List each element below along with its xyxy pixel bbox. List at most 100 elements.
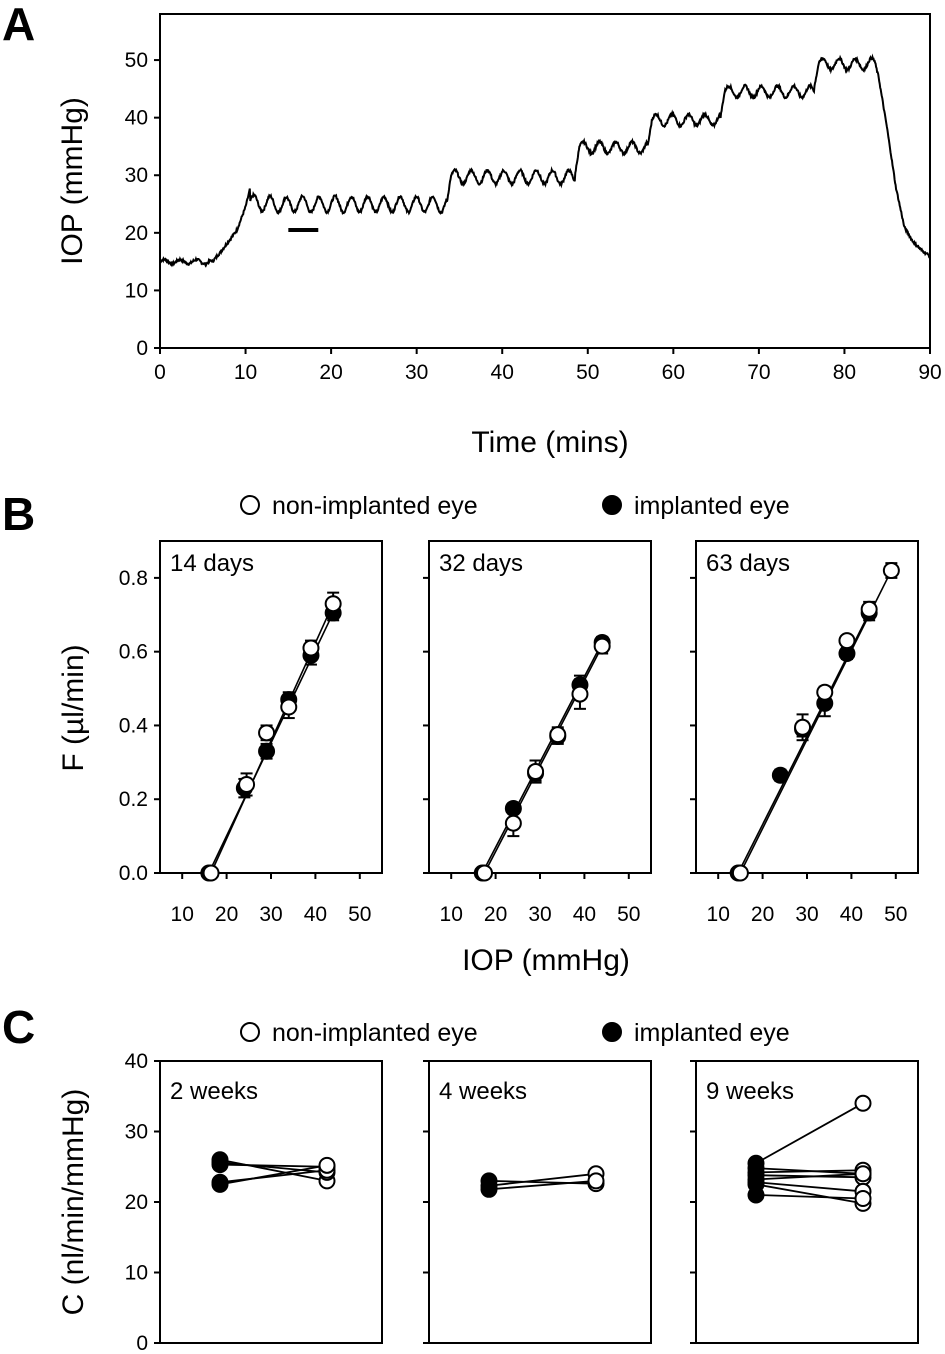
- x-tick-label: 50: [617, 903, 640, 926]
- panel-a-iop-trace: 0 10 20 30 40 50 60 70 80 90 0 10 20 30 40 50 Time (mins…: [56, 13, 942, 459]
- subplot-9-weeks: 9 weeks: [690, 1060, 919, 1344]
- pair-line: [755, 1183, 864, 1205]
- subplot-title: 9 weeks: [706, 1078, 794, 1105]
- x-tick-label: 60: [662, 361, 685, 384]
- pair-line: [488, 1179, 597, 1191]
- legend-c: non-implanted eye implanted eye: [240, 1019, 790, 1047]
- implanted-point: [258, 742, 276, 760]
- pair-line: [755, 1181, 864, 1193]
- subplot-32-days: 32 days 10 20 30 40 50: [423, 540, 652, 926]
- y-tick-label: 0.2: [119, 788, 148, 811]
- pair-line: [755, 1194, 864, 1200]
- implanted-point: [211, 1175, 229, 1193]
- plot-frame: [695, 540, 919, 874]
- pair-line: [755, 1172, 864, 1181]
- subplot-14-days: 14 days 10 20 30 40 50 0.0 0.2 0.4 0.6 0.8: [119, 540, 383, 926]
- legend-open-label: non-implanted eye: [272, 1019, 478, 1047]
- y-tick-label: 30: [125, 164, 148, 187]
- y-axis-label: IOP (mmHg): [56, 97, 89, 265]
- non-implanted-point: [202, 864, 220, 882]
- y-tick-label: 20: [125, 222, 148, 245]
- panel-b-outflow-vs-iop: 14 days 10 20 30 40 50 0.0 0.2 0.4 0.6 0.8 32 days 1…: [57, 540, 919, 977]
- non-implanted-point: [324, 595, 342, 613]
- legend-open-label: non-implanted eye: [272, 492, 478, 520]
- non-implanted-point: [587, 1172, 605, 1190]
- plot-frame: [159, 540, 383, 874]
- non-implanted-point: [476, 864, 493, 882]
- x-tick-label: 40: [491, 361, 514, 384]
- non-implanted-point: [571, 685, 589, 703]
- non-implanted-point: [854, 1189, 872, 1207]
- x-tick-label: 20: [484, 903, 507, 926]
- x-tick-label: 20: [215, 903, 238, 926]
- x-axis-label: IOP (mmHg): [462, 944, 630, 977]
- x-tick-label: 10: [234, 361, 257, 384]
- non-implanted-point: [838, 632, 856, 650]
- subplot-title: 2 weeks: [170, 1078, 258, 1105]
- y-tick-label: 30: [125, 1121, 148, 1144]
- x-tick-label: 10: [707, 903, 730, 926]
- pair-line: [219, 1169, 328, 1184]
- non-implanted-point: [280, 698, 298, 716]
- legend-filled-marker: [602, 1022, 622, 1042]
- subplot-title: 32 days: [439, 550, 523, 577]
- panel-label-a: A: [2, 0, 35, 50]
- x-tick-label: 70: [747, 361, 770, 384]
- x-tick-label: 0: [154, 361, 166, 384]
- pair-line: [488, 1172, 597, 1187]
- y-tick-label: 0.4: [119, 714, 149, 737]
- legend-filled-label: implanted eye: [634, 492, 790, 520]
- subplot-63-days: 63 days 10 20 30 40 50: [690, 540, 919, 926]
- subplot-title: 14 days: [170, 550, 254, 577]
- x-tick-label: 30: [795, 903, 818, 926]
- implanted-point: [211, 1156, 229, 1174]
- non-implanted-point: [238, 775, 256, 793]
- y-tick-label: 40: [125, 107, 148, 130]
- y-axis-label: C (nl/min/mmHg): [57, 1089, 90, 1316]
- x-tick-label: 40: [573, 903, 596, 926]
- non-implanted-point: [860, 600, 878, 618]
- x-tick-label: 50: [884, 903, 907, 926]
- plot-frame: [428, 540, 652, 874]
- x-tick-label: 50: [576, 361, 599, 384]
- pair-line: [219, 1164, 328, 1186]
- non-implanted-point: [854, 1094, 872, 1112]
- x-tick-label: 90: [918, 361, 941, 384]
- y-tick-label: 10: [125, 1262, 148, 1285]
- y-tick-label: 10: [125, 279, 148, 302]
- subplot-2-weeks: 2 weeks: [154, 1060, 383, 1344]
- y-tick-label: 0: [136, 337, 148, 360]
- subplot-title: 63 days: [706, 550, 790, 577]
- non-implanted-point: [816, 683, 834, 701]
- subplot-4-weeks: 4 weeks: [423, 1060, 652, 1344]
- non-implanted-point: [527, 763, 545, 781]
- implanted-point: [771, 766, 789, 784]
- fit-line: [481, 642, 603, 874]
- x-tick-label: 20: [319, 361, 342, 384]
- plot-frame: [159, 13, 931, 349]
- non-implanted-point: [854, 1165, 872, 1183]
- pair-line: [755, 1102, 864, 1165]
- legend-open-marker: [240, 1022, 260, 1042]
- legend-b: non-implanted eye implanted eye: [240, 492, 790, 520]
- x-axis-label: Time (mins): [471, 426, 628, 459]
- x-tick-label: 30: [405, 361, 428, 384]
- legend-filled-marker: [602, 495, 622, 515]
- pair-line: [755, 1169, 864, 1174]
- non-implanted-point: [318, 1156, 336, 1174]
- non-implanted-point: [258, 724, 276, 742]
- legend-filled-label: implanted eye: [634, 1019, 790, 1047]
- y-tick-label: 0: [136, 1332, 148, 1354]
- x-tick-label: 20: [751, 903, 774, 926]
- non-implanted-point: [731, 864, 749, 882]
- implanted-point: [480, 1180, 498, 1198]
- y-tick-label: 0.0: [119, 862, 148, 885]
- pair-line: [219, 1158, 328, 1182]
- x-tick-label: 40: [304, 903, 327, 926]
- x-tick-label: 10: [171, 903, 194, 926]
- y-tick-label: 50: [125, 49, 148, 72]
- subplot-title: 4 weeks: [439, 1078, 527, 1105]
- non-implanted-point: [504, 814, 522, 832]
- x-tick-label: 40: [840, 903, 863, 926]
